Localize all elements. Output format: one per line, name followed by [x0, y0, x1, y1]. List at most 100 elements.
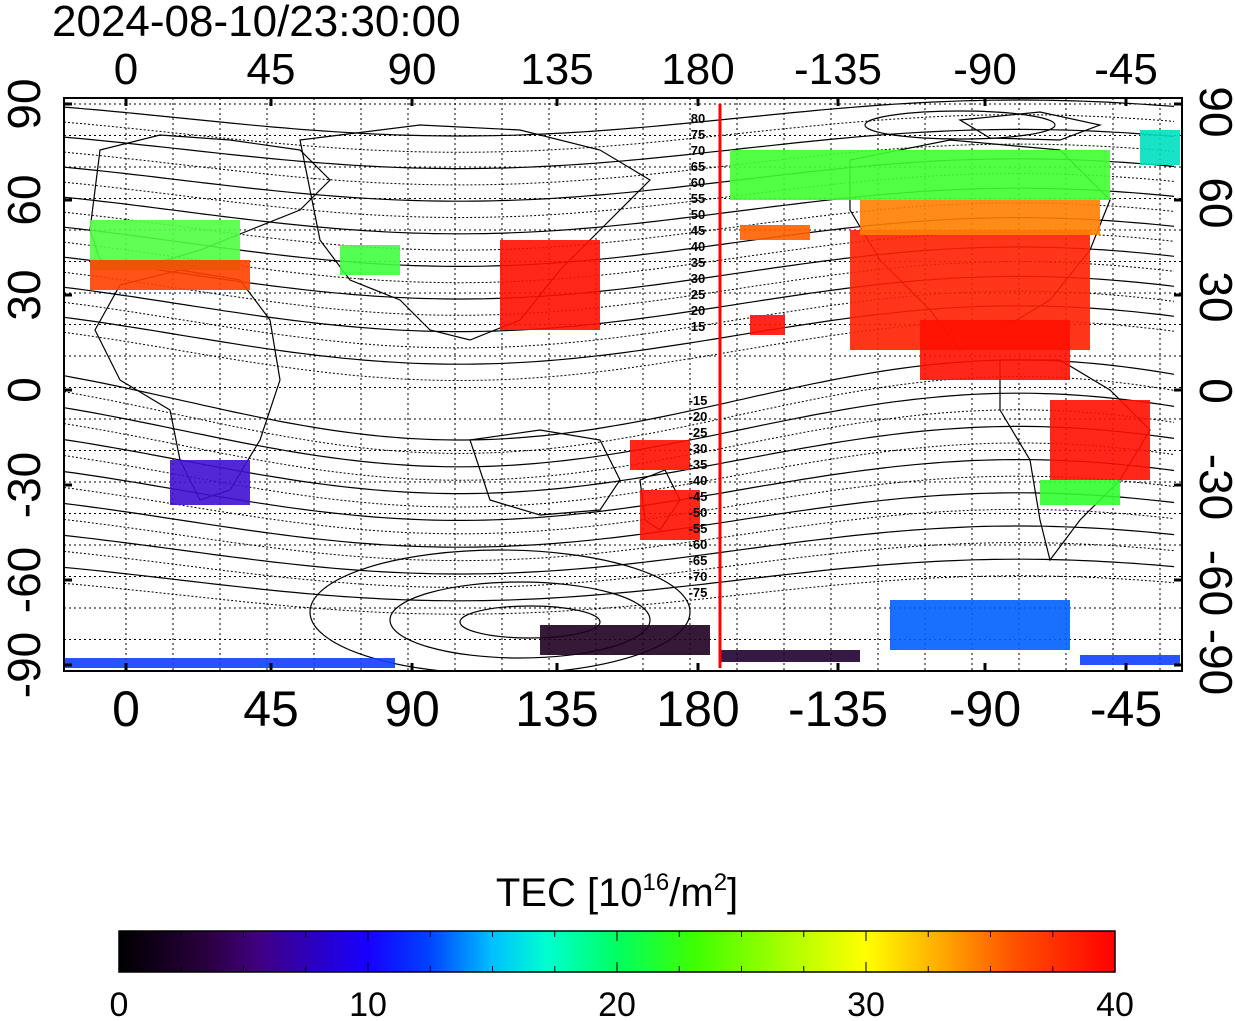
right-lat-30: 30	[1190, 271, 1235, 322]
tec-cluster	[720, 650, 860, 662]
colorbar: TEC [1016/m2] 0 10 20 30 40	[110, 869, 1134, 1021]
right-lat-m90: -90	[1190, 629, 1235, 695]
coastline	[469, 429, 621, 516]
bottom-lon-m135: -135	[788, 681, 888, 737]
contour-label: 60	[691, 175, 705, 190]
mag-contour	[64, 392, 1175, 468]
right-latitude-labels: 90 60 30 0 -30 -60 -90	[1190, 86, 1235, 695]
mag-contour	[64, 231, 1175, 284]
tec-cluster	[1140, 130, 1180, 165]
bottom-lon-45: 45	[243, 681, 299, 737]
colorbar-title-mid: /m	[669, 871, 713, 915]
left-lat-90: 90	[0, 78, 50, 129]
bottom-lon-m90: -90	[949, 681, 1021, 737]
contour-label: 35	[691, 255, 705, 270]
mag-contour	[64, 542, 1175, 588]
contour-label: -65	[689, 553, 708, 568]
mag-pole-loop	[309, 549, 691, 671]
left-lat-m30: -30	[0, 452, 50, 518]
tec-cluster	[730, 150, 1110, 200]
top-lon-m45: -45	[1094, 45, 1158, 94]
top-lon-m135: -135	[794, 45, 882, 94]
map-border	[63, 97, 1183, 672]
coastline	[999, 359, 1151, 562]
tec-cluster	[90, 260, 250, 290]
mag-contour	[64, 143, 1175, 186]
colorbar-tick-0: 0	[110, 986, 129, 1021]
mag-contour	[64, 525, 1175, 575]
tec-cluster	[65, 658, 395, 668]
left-lat-60: 60	[0, 174, 50, 225]
tec-cluster	[500, 240, 600, 330]
contour-label: 25	[691, 287, 705, 302]
right-lat-90: 90	[1190, 86, 1235, 137]
tec-cluster	[170, 460, 250, 505]
tec-cluster	[920, 320, 1070, 380]
tec-cluster	[1050, 400, 1150, 480]
contour-label: -75	[689, 585, 708, 600]
contour-label: 50	[691, 207, 705, 222]
colorbar-title-suffix: ]	[727, 871, 738, 915]
left-latitude-labels: 90 60 30 0 -30 -60 -90	[0, 78, 50, 698]
mag-contour	[64, 99, 1175, 137]
tec-cluster	[630, 440, 690, 470]
tec-cluster	[1040, 480, 1120, 505]
bottom-lon-m45: -45	[1090, 681, 1162, 737]
contour-label: -25	[689, 425, 708, 440]
colorbar-title: TEC [1016/m2]	[496, 869, 738, 915]
contour-label: 20	[691, 303, 705, 318]
contour-label: -35	[689, 457, 708, 472]
tec-cluster	[540, 625, 710, 655]
colorbar-tick-20: 20	[598, 986, 636, 1021]
top-lon-135: 135	[520, 45, 593, 94]
colorbar-ticks	[118, 931, 1116, 972]
contour-label: 75	[691, 127, 705, 142]
tec-cluster	[860, 200, 1100, 235]
tec-observations	[65, 130, 1180, 668]
tec-cluster	[340, 245, 400, 275]
contour-label: -60	[689, 537, 708, 552]
mag-pole-loop	[459, 605, 601, 639]
contour-label: -45	[689, 489, 708, 504]
contour-label: -55	[689, 521, 708, 536]
top-lon-m90: -90	[953, 45, 1017, 94]
top-lon-45: 45	[247, 45, 296, 94]
left-lat-m60: -60	[0, 547, 50, 613]
bottom-longitude-labels: 0 45 90 135 180 -135 -90 -45	[112, 681, 1162, 737]
colorbar-title-exp1: 16	[643, 869, 670, 896]
contour-label: -15	[689, 393, 708, 408]
axis-ticks	[64, 98, 1182, 671]
mag-contour	[64, 114, 1175, 153]
right-lat-m30: -30	[1190, 454, 1235, 520]
mag-contour	[64, 508, 1175, 562]
contour-label: 55	[691, 191, 705, 206]
top-lon-90: 90	[388, 45, 437, 94]
contour-label: 15	[691, 319, 705, 334]
tec-cluster	[640, 490, 700, 540]
colorbar-title-exp2: 2	[714, 869, 727, 896]
contour-label: 45	[691, 223, 705, 238]
coastline	[958, 111, 1103, 141]
mag-contour	[64, 558, 1175, 602]
contour-label: 30	[691, 271, 705, 286]
colorbar-title-prefix: TEC [10	[496, 871, 643, 915]
bottom-lon-90: 90	[384, 681, 440, 737]
tec-cluster	[740, 225, 810, 240]
contour-label: 40	[691, 239, 705, 254]
contour-label: 70	[691, 143, 705, 158]
top-lon-0: 0	[114, 45, 138, 94]
timestamp-title: 2024-08-10/23:30:00	[52, 0, 461, 46]
bottom-lon-0: 0	[112, 681, 140, 737]
contour-label: 65	[691, 159, 705, 174]
left-lat-0: 0	[0, 377, 50, 403]
mag-contour	[64, 492, 1175, 548]
right-lat-0: 0	[1190, 378, 1235, 404]
mag-contour	[64, 575, 1175, 615]
tec-cluster	[750, 315, 785, 335]
left-lat-m90: -90	[0, 632, 50, 698]
bottom-lon-135: 135	[515, 681, 598, 737]
left-lat-30: 30	[0, 269, 50, 320]
